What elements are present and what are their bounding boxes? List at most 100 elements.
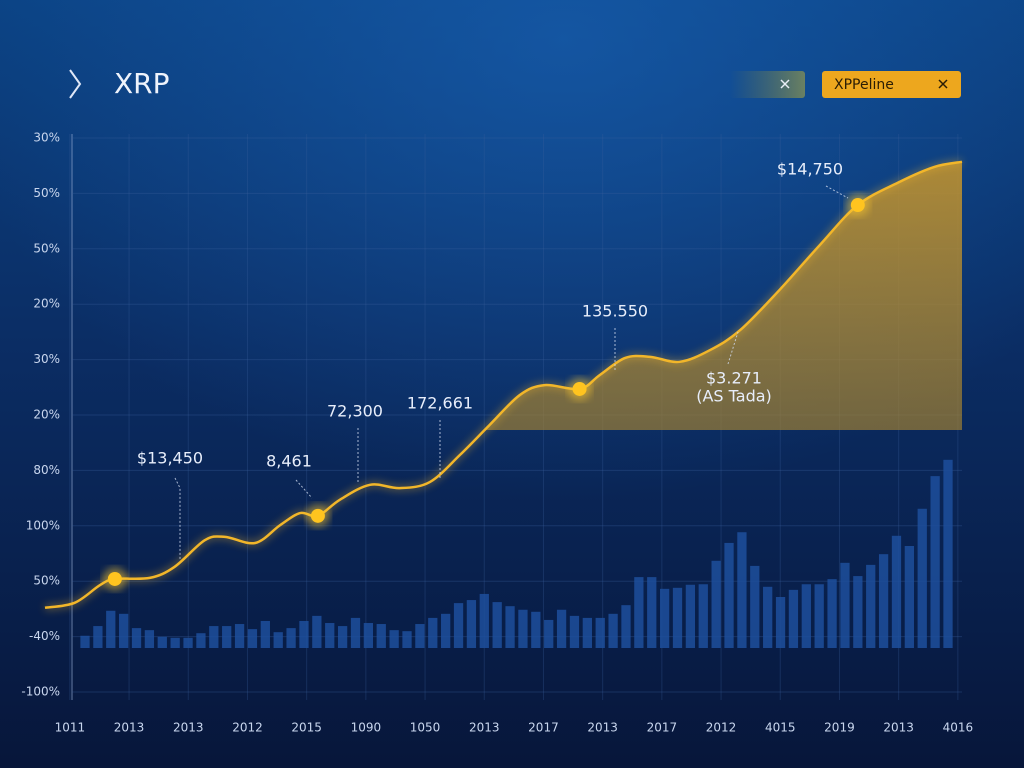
bar [131,628,142,648]
bar [234,624,245,648]
tab-inactive[interactable] [730,71,805,98]
bar [466,600,477,648]
bar [878,554,889,648]
bar [621,605,631,648]
leader-line [825,185,849,199]
bar [904,546,914,648]
y-tick-label: -40% [29,629,60,643]
y-tick-label: 20% [33,297,60,311]
bar [788,589,799,648]
y-tick-label: 30% [33,131,60,145]
x-tick-label: 1011 [55,721,86,735]
annotation: (AS Tada) [696,387,772,406]
x-tick-label: 2013 [173,721,204,735]
bar [814,584,824,648]
leader-line [727,331,739,365]
bar [582,617,592,648]
x-tick-label: 2017 [528,721,559,735]
back-chevron[interactable] [69,69,82,99]
bar [415,624,425,648]
x-tick-label: 2013 [883,721,914,735]
y-tick-label: 50% [33,186,60,200]
bar [595,617,605,648]
bar [209,626,219,648]
x-tick-label: 2013 [587,721,618,735]
x-tick-label: 2019 [824,721,855,735]
bar [634,577,644,648]
bar [183,637,193,648]
bar [119,613,129,648]
bar [518,609,528,648]
x-tick-label: 2013 [469,721,500,735]
bar [80,635,90,648]
bar [544,619,554,648]
y-tick-label: 20% [33,408,60,422]
tab-background [730,71,805,98]
x-tick-label: 2013 [114,721,145,735]
highlight-point [310,508,325,523]
line [44,160,963,610]
bar [930,476,940,648]
bar [376,624,386,648]
bar [724,542,734,648]
bar [608,613,618,648]
bar [801,584,811,648]
bar [196,633,206,648]
bar [775,597,786,648]
bars [80,459,953,648]
bar [698,584,708,648]
bar [866,564,876,648]
bar [672,587,683,648]
bar [389,630,399,648]
bar [273,632,283,648]
leader-line [295,479,313,499]
bar [157,636,167,648]
bar [363,623,374,648]
bar [453,603,464,648]
bar [763,586,773,648]
annotation: 72,300 [327,402,383,421]
bar [312,615,322,648]
highlight-point [107,571,122,586]
x-tick-label: 4015 [765,721,796,735]
bar [402,631,412,648]
bar [685,584,696,648]
bar [750,565,760,648]
annotation: 8,461 [266,452,312,471]
line-layer [44,158,963,611]
x-tick-label: 2012 [232,721,263,735]
bar [247,629,258,648]
x-tick-label: 1090 [351,721,382,735]
bar [286,628,296,648]
annotation: $3.271 [706,369,762,388]
annotation: 135.550 [582,302,648,321]
y-tick-label: 100% [26,518,60,532]
annotation: $14,750 [777,160,843,179]
bar [106,610,116,648]
bar [325,623,335,648]
highlight-point [572,381,587,396]
bar [144,630,155,648]
bar [492,602,502,648]
bar [647,577,657,648]
y-tick-label: 50% [33,574,60,588]
close-icon[interactable] [938,79,948,89]
bar [711,560,721,648]
bar [659,588,670,648]
bar [531,611,541,648]
annotation: 172,661 [407,394,473,413]
bar [569,615,580,648]
y-tick-label: -100% [21,685,60,699]
bar [299,620,309,648]
bar [556,609,567,648]
annotation: $13,450 [137,449,203,468]
close-icon[interactable] [780,79,790,89]
tab-active[interactable]: XPPeline [822,71,961,98]
bar [917,508,927,648]
bar [891,535,902,648]
highlight-point [850,198,865,213]
bar [441,613,451,648]
bar [505,606,515,648]
y-tick-label: 80% [33,463,60,477]
tab-background [822,71,961,98]
